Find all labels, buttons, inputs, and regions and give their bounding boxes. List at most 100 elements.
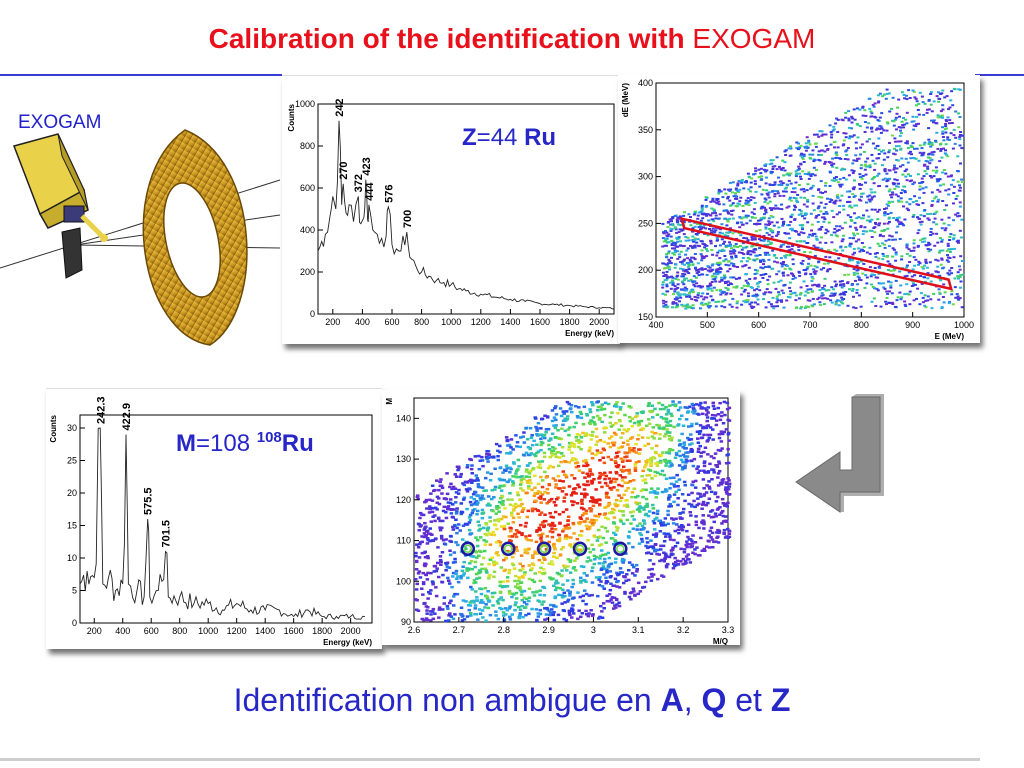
heatmap-cell bbox=[627, 530, 632, 533]
heatmap-cell bbox=[477, 454, 481, 458]
heatmap-cell bbox=[799, 292, 803, 295]
heatmap-cell bbox=[672, 485, 677, 488]
heatmap-cell bbox=[601, 562, 605, 565]
heatmap-cell bbox=[912, 246, 916, 249]
heatmap-cell bbox=[868, 229, 872, 232]
heatmap-cell bbox=[415, 495, 420, 499]
heatmap-cell bbox=[800, 226, 804, 229]
heatmap-cell bbox=[454, 496, 458, 499]
heatmap-cell bbox=[620, 560, 625, 563]
heatmap-cell bbox=[671, 216, 675, 219]
heatmap-cell bbox=[578, 548, 583, 552]
heatmap-cell bbox=[950, 248, 954, 251]
heatmap-cell bbox=[898, 270, 902, 273]
heatmap-cell bbox=[477, 467, 482, 471]
heatmap-cell bbox=[679, 458, 684, 462]
heatmap-cell bbox=[947, 188, 951, 191]
heatmap-cell bbox=[740, 293, 744, 296]
heatmap-cell bbox=[566, 589, 570, 592]
heatmap-cell bbox=[583, 589, 587, 592]
heatmap-cell bbox=[762, 298, 765, 301]
heatmap-cell bbox=[862, 262, 866, 265]
heatmap-cell bbox=[516, 586, 520, 590]
heatmap-cell bbox=[507, 571, 511, 575]
heatmap-cell bbox=[924, 258, 928, 261]
heatmap-cell bbox=[876, 210, 880, 213]
heatmap-cell bbox=[514, 591, 519, 595]
heatmap-cell bbox=[678, 511, 683, 515]
heatmap-cell bbox=[806, 288, 810, 291]
heatmap-cell bbox=[933, 197, 937, 200]
heatmap-cell bbox=[923, 276, 927, 279]
heatmap-cell bbox=[659, 454, 663, 457]
heatmap-cell bbox=[904, 157, 908, 160]
heatmap-cell bbox=[958, 201, 962, 204]
heatmap-cell bbox=[666, 262, 670, 265]
heatmap-cell bbox=[664, 238, 668, 241]
heatmap-cell bbox=[663, 435, 667, 438]
heatmap-cell bbox=[926, 299, 930, 302]
heatmap-cell bbox=[693, 409, 697, 412]
heatmap-cell bbox=[851, 288, 855, 290]
heatmap-cell bbox=[860, 242, 864, 244]
heatmap-cell bbox=[864, 160, 868, 163]
heatmap-cell bbox=[679, 244, 682, 247]
heatmap-cell bbox=[938, 249, 942, 252]
heatmap-cell bbox=[848, 257, 852, 260]
heatmap-cell bbox=[823, 206, 827, 209]
heatmap-cell bbox=[662, 407, 666, 411]
heatmap-cell bbox=[850, 206, 854, 209]
heatmap-cell bbox=[805, 189, 809, 192]
heatmap-cell bbox=[605, 571, 609, 574]
heatmap-cell bbox=[598, 615, 602, 619]
m-annotation: M=108 108Ru bbox=[176, 429, 314, 458]
heatmap-cell bbox=[598, 576, 602, 579]
heatmap-cell bbox=[753, 238, 757, 241]
heatmap-cell bbox=[709, 240, 713, 243]
heatmap-cell bbox=[877, 208, 881, 211]
heatmap-cell bbox=[700, 257, 704, 260]
heatmap-cell bbox=[513, 502, 518, 506]
heatmap-cell bbox=[470, 588, 474, 591]
heatmap-cell bbox=[481, 464, 485, 468]
heatmap-cell bbox=[768, 207, 772, 210]
heatmap-cell bbox=[943, 96, 947, 99]
heatmap-cell bbox=[938, 184, 942, 187]
heatmap-cell bbox=[568, 559, 573, 562]
heatmap-cell bbox=[591, 416, 596, 419]
heatmap-cell bbox=[693, 253, 697, 255]
heatmap-cell bbox=[865, 251, 869, 254]
heatmap-cell bbox=[414, 568, 419, 571]
heatmap-cell bbox=[693, 541, 698, 544]
heatmap-cell bbox=[915, 115, 919, 118]
heatmap-cell bbox=[869, 110, 873, 113]
heatmap-cell bbox=[917, 263, 920, 266]
heatmap-cell bbox=[746, 292, 750, 295]
heatmap-cell bbox=[817, 150, 821, 153]
heatmap-cell bbox=[415, 543, 419, 546]
heatmap-cell bbox=[615, 597, 619, 601]
heatmap-cell bbox=[844, 291, 848, 293]
heatmap-cell bbox=[511, 563, 516, 567]
heatmap-cell bbox=[552, 604, 556, 608]
heatmap-cell bbox=[718, 280, 722, 283]
heatmap-cell bbox=[832, 162, 836, 165]
heatmap-cell bbox=[542, 600, 546, 603]
heatmap-cell bbox=[626, 481, 630, 484]
heatmap-cell bbox=[924, 186, 928, 189]
heatmap-cell bbox=[842, 208, 846, 211]
heatmap-cell bbox=[606, 564, 611, 567]
heatmap-cell bbox=[926, 248, 930, 250]
heatmap-cell bbox=[835, 166, 839, 169]
heatmap-cell bbox=[685, 288, 689, 290]
heatmap-cell bbox=[820, 149, 823, 152]
heatmap-cell bbox=[705, 409, 709, 412]
heatmap-cell bbox=[958, 297, 962, 300]
heatmap-cell bbox=[501, 611, 506, 614]
heatmap-cell bbox=[716, 413, 721, 416]
heatmap-cell bbox=[714, 214, 718, 217]
heatmap-cell bbox=[518, 608, 523, 611]
heatmap-cell bbox=[911, 215, 915, 218]
heatmap-cell bbox=[614, 470, 618, 474]
heatmap-cell bbox=[858, 108, 862, 111]
